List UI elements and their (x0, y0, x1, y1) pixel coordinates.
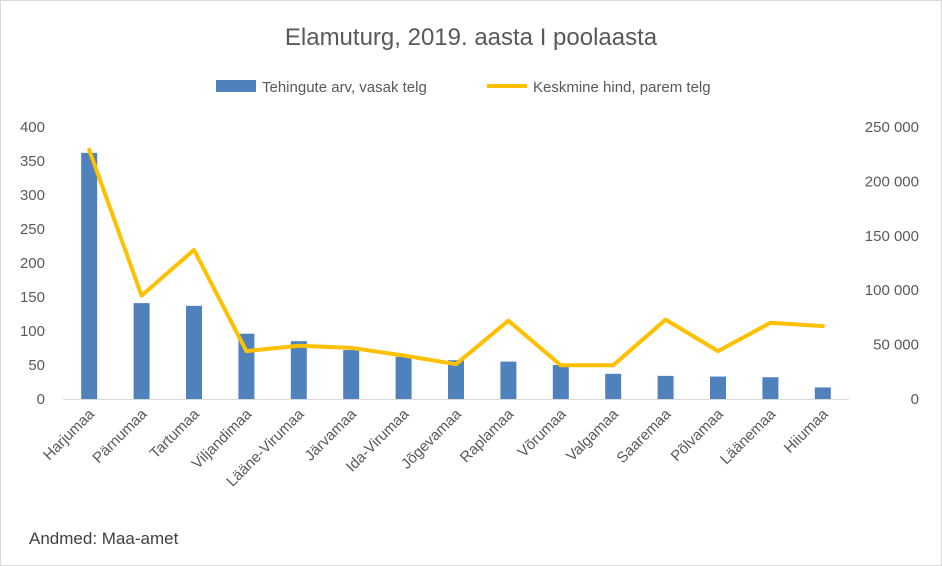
legend-label-bars: Tehingute arv, vasak telg (262, 79, 427, 96)
bar (605, 373, 622, 399)
left-tick-label: 350 (20, 153, 45, 170)
x-tick-label: Võrumaa (515, 405, 571, 461)
left-tick-label: 150 (20, 289, 45, 306)
left-tick-label: 200 (20, 255, 45, 272)
left-tick-label: 100 (20, 323, 45, 340)
bar (657, 375, 674, 399)
bar (343, 350, 360, 399)
line-series (87, 147, 825, 368)
bar (395, 356, 412, 399)
chart-title: Elamuturg, 2019. aasta I poolaasta (285, 24, 658, 51)
x-axis: HarjumaaPärnumaaTartumaaViljandimaaLääne… (40, 399, 849, 490)
legend: Tehingute arv, vasak telg Keskmine hind,… (216, 79, 711, 96)
x-tick-label: Saaremaa (613, 405, 674, 466)
bar (448, 360, 464, 399)
right-tick-label: 50 000 (873, 337, 919, 354)
bar (290, 341, 307, 399)
left-axis: 0 50 100 150 200 250 300 350 400 (20, 119, 45, 408)
bar (552, 365, 569, 399)
right-tick-label: 250 000 (865, 119, 919, 136)
left-tick-label: 50 (28, 357, 45, 374)
x-tick-label: Hiiumaa (781, 405, 832, 456)
bar (186, 305, 202, 399)
right-tick-label: 200 000 (865, 173, 919, 190)
legend-swatch-bars (216, 80, 256, 92)
x-tick-label: Läänemaa (717, 405, 780, 468)
price-line (87, 147, 825, 368)
right-tick-label: 100 000 (865, 282, 919, 299)
left-tick-label: 0 (37, 391, 45, 408)
right-tick-label: 0 (911, 391, 919, 408)
left-tick-label: 300 (20, 187, 45, 204)
bar-series (81, 152, 831, 399)
bar (762, 377, 779, 399)
bar (81, 152, 98, 399)
x-tick-label: Pärnumaa (89, 405, 150, 466)
bar (814, 387, 831, 399)
bar (710, 376, 726, 399)
legend-label-line: Keskmine hind, parem telg (533, 79, 711, 96)
left-tick-label: 400 (20, 119, 45, 136)
bar (133, 303, 150, 399)
x-tick-label: Raplamaa (457, 405, 518, 466)
right-axis: 0 50 000 100 000 150 000 200 000 250 000 (865, 119, 919, 408)
source-note: Andmed: Maa-amet (29, 529, 179, 548)
left-tick-label: 250 (20, 221, 45, 238)
right-tick-label: 150 000 (865, 228, 919, 245)
bar (500, 361, 517, 399)
